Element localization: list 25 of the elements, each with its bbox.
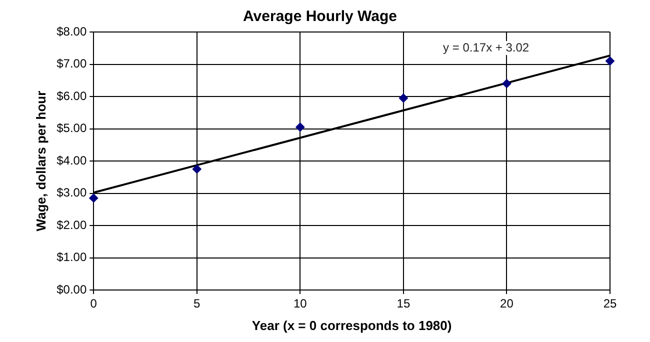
x-axis-title: Year (x = 0 corresponds to 1980)	[252, 318, 452, 333]
point	[398, 94, 408, 103]
y-tick-label: $4.00	[56, 153, 87, 168]
chart-title: Average Hourly Wage	[243, 8, 397, 26]
point	[502, 79, 512, 88]
x-tick-label: 0	[90, 296, 98, 311]
y-tick-label: $7.00	[56, 56, 87, 71]
y-tick-label: $8.00	[56, 24, 87, 38]
y-tick-label: $2.00	[56, 218, 87, 232]
point	[89, 194, 98, 203]
x-tick-label: 5	[194, 296, 201, 311]
y-axis-title: Wage, dollars per hour	[33, 90, 48, 232]
y-tick-label: $3.00	[56, 186, 87, 200]
x-tick-label: 15	[396, 296, 410, 311]
y-tick-label: $1.00	[56, 250, 87, 264]
y-tick-label: $0.00	[56, 282, 87, 296]
point	[296, 122, 305, 132]
y-tick-label: $5.00	[56, 121, 87, 136]
x-tick-label: 25	[603, 296, 617, 311]
x-tick-label: 10	[294, 296, 308, 311]
point	[192, 164, 202, 174]
point	[606, 56, 614, 66]
y-tick-label: $6.00	[56, 88, 87, 103]
x-tick-label: 20	[500, 296, 514, 311]
annotation: y = 0.17x + 3.02	[443, 40, 530, 54]
